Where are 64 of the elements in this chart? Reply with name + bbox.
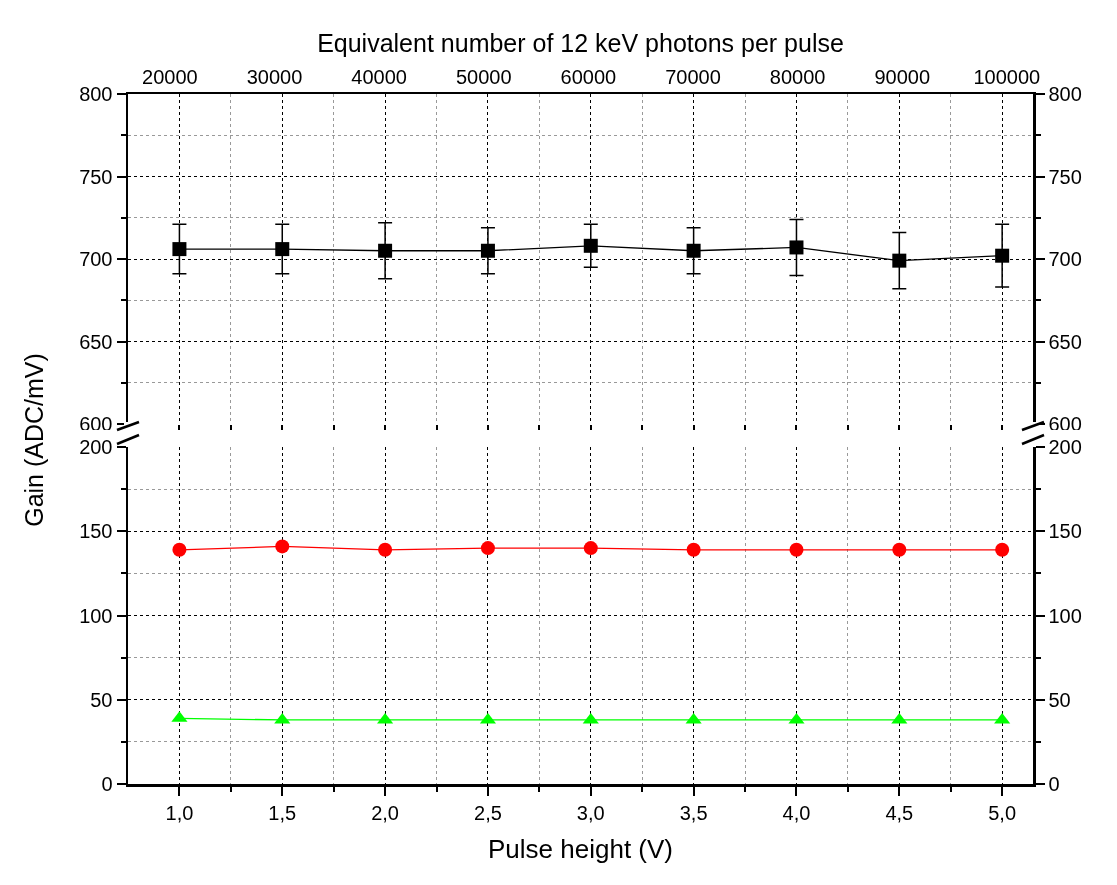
y2-tick-label: 800 [1048,83,1082,105]
x2-tick-label: 70000 [665,65,721,88]
point [892,253,907,268]
y2-tick-label: 100 [1048,604,1082,627]
y-tick-label: 650 [79,330,113,353]
point [994,712,1011,724]
x-tick-label: 4,5 [885,801,914,824]
x2-axis-title: Equivalent number of 12 keV photons per pulse [317,29,844,57]
x-tick-label: 5,0 [988,801,1017,824]
y2-tick-label: 150 [1048,520,1082,543]
point [892,542,907,557]
y2-tick-label: 700 [1048,248,1082,270]
y2-tick-label: 200 [1048,436,1082,458]
x2-tick-label: 30000 [246,65,303,88]
y-tick-label: 0 [101,773,113,795]
point [275,242,290,257]
point [995,248,1010,263]
y2-tick-label: 750 [1048,165,1082,188]
x-tick-label: 3,5 [679,801,708,824]
point [789,542,804,557]
point [377,712,394,724]
y-tick-label: 700 [79,248,113,270]
point [480,243,495,258]
x2-tick-label: 20000 [142,65,198,88]
x2-tick-label: 90000 [874,65,931,88]
point [480,541,495,556]
point [274,712,291,724]
point [789,240,804,255]
point [686,243,701,258]
y-tick-label: 800 [79,83,113,105]
y2-tick-label: 650 [1048,330,1082,353]
x-tick-label: 1,0 [165,801,194,824]
point [583,238,598,253]
point [686,542,701,557]
x2-tick-label: 60000 [560,65,617,88]
point [788,712,805,724]
point [172,542,187,557]
y-axis-title: Gain (ADC/mV) [19,353,49,527]
y2-tick-label: 50 [1048,688,1071,711]
x2-tick-label: 40000 [351,65,407,88]
y2-tick-label: 0 [1048,773,1060,795]
x-axis-title: Pulse height (V) [488,834,673,865]
y-tick-label: 750 [79,165,113,188]
x-tick-label: 4,0 [782,801,811,824]
y-tick-label: 100 [79,604,113,627]
point [583,541,598,556]
y-tick-label: 200 [79,436,113,458]
x2-tick-label: 80000 [769,65,826,88]
y-tick-label: 150 [79,520,113,543]
y-tick-label: 50 [90,688,113,711]
x-tick-label: 2,0 [371,801,400,824]
point [685,712,702,724]
point [582,712,599,724]
point [995,542,1010,557]
x2-tick-label: 100000 [973,65,1041,88]
point [172,242,187,257]
point [378,542,393,557]
point [275,539,290,554]
x-tick-label: 3,0 [576,801,605,824]
point [891,712,908,724]
x-tick-label: 1,5 [268,801,297,824]
x2-tick-label: 50000 [455,65,512,88]
x-tick-label: 2,5 [474,801,502,824]
point [378,243,393,258]
